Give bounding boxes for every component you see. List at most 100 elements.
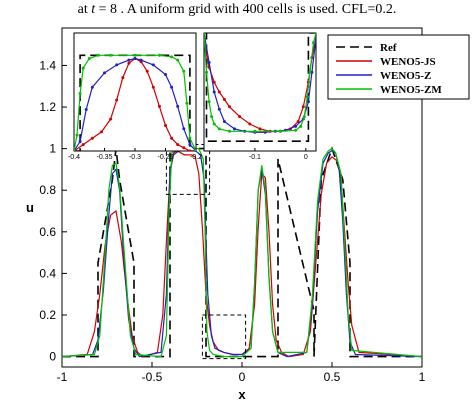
zoom-box-2 (201, 314, 247, 360)
inset-right-point-weno5-zm (253, 129, 257, 133)
inset-left-point-weno5-js (170, 136, 174, 140)
inset-right-line-weno5-zm (204, 33, 316, 132)
main-ytick-label: 0.8 (39, 183, 56, 197)
inset-left-point-weno5-z (133, 57, 137, 60)
inset-left-point-weno5-z (90, 85, 94, 89)
inset-right-point-weno5-js (222, 97, 226, 101)
inset-left-point-weno5-zm (157, 53, 161, 57)
legend-label-ref: Ref (380, 42, 397, 54)
inset-left-point-weno5-zm (109, 53, 113, 57)
inset-left-point-weno5-zm (87, 57, 91, 60)
inset-left-point-weno5-js (164, 124, 167, 127)
inset-left-point-weno5-z (115, 63, 119, 67)
inset-left-point-weno5-z (164, 73, 167, 76)
main-xtick-label: 1 (419, 370, 426, 384)
inset-right-xtick-label: -0.1 (249, 154, 261, 161)
main-xtick-label: -0.5 (142, 370, 163, 384)
main-xtick-label: 0 (239, 370, 246, 384)
main-ytick-label: 1 (49, 142, 56, 156)
main-ytick-label: 0.4 (39, 266, 56, 280)
main-ytick-label: 0 (49, 350, 56, 364)
inset-left-point-weno5-zm (170, 55, 174, 59)
inset-right-point-weno5-zm (217, 127, 221, 131)
inset-right-point-weno5-zm (305, 95, 309, 99)
main-line-weno5-zm (62, 147, 422, 358)
inset-right-point-weno5-zm (212, 122, 216, 126)
inset-right-point-weno5-js (217, 90, 221, 94)
legend-label-weno5-zm: WENO5-ZM (380, 84, 442, 96)
inset-left-point-weno5-zm (74, 149, 76, 151)
inset-left-xtick-label: -0.3 (129, 154, 141, 161)
inset-right-point-weno5-z (207, 61, 211, 64)
inset-left-point-weno5-zm (176, 58, 180, 62)
inset-right-point-weno5-js (301, 105, 305, 109)
inset-right-plot: -0.1 0 (203, 32, 317, 161)
main-ytick-label: 1.4 (39, 58, 56, 72)
inset-left-point-weno5-js (81, 143, 85, 147)
inset-left-point-weno5-js (109, 117, 113, 121)
main-ytick-label: 0.2 (39, 308, 56, 322)
inset-right-point-weno5-zm (207, 100, 211, 104)
inset-left-point-weno5-zm (96, 53, 100, 57)
main-xtick-label: 0.5 (324, 370, 341, 384)
inset-left-series-group (74, 53, 196, 151)
inset-left-point-weno5-js (127, 61, 131, 65)
main-ytick-label: 0.6 (39, 225, 56, 239)
inset-left-xtick-label: -0.4 (68, 154, 80, 161)
inset-right-series-group (204, 33, 316, 142)
inset-left-plot: -0.4 -0.35 -0.3 -0.25 -0.2 (68, 32, 202, 161)
inset-left-point-weno5-zm (81, 66, 85, 70)
legend-label-weno5-js: WENO5-JS (380, 56, 436, 68)
inset-left-point-weno5-js (176, 143, 180, 147)
inset-right-point-weno5-z (217, 107, 221, 111)
inset-left-point-weno5-z (170, 85, 174, 89)
inset-right-point-weno5-zm (228, 129, 231, 133)
inset-left-xtick-label: -0.35 (97, 154, 113, 161)
inset-left-point-weno5-zm (182, 69, 186, 73)
y-axis-label: u (26, 200, 34, 215)
x-axis-label: x (238, 387, 246, 402)
inset-right-point-weno5-js (258, 127, 262, 131)
inset-left-point-weno5-z (84, 108, 88, 111)
inset-left-point-weno5-zm (188, 136, 192, 140)
inset-left-xtick-label: -0.25 (158, 154, 174, 161)
inset-right-point-weno5-js (212, 80, 216, 84)
main-line-weno5-js (62, 150, 422, 358)
inset-left-point-weno5-js (90, 136, 94, 140)
inset-left-xtick-label: -0.2 (190, 154, 202, 161)
inset-right-point-weno5-zm (302, 115, 306, 119)
inset-left-point-weno5-js (151, 85, 155, 89)
inset-left-point-weno5-z (103, 71, 106, 75)
inset-right-line-ref (204, 33, 316, 142)
inset-right-point-weno5-z (233, 127, 236, 131)
inset-left-point-weno5-z (176, 104, 180, 108)
inset-left-point-weno5-js (188, 149, 192, 151)
inset-left-point-weno5-z (78, 139, 82, 143)
inset-left-point-weno5-js (100, 130, 103, 134)
inset-right-point-weno5-zm (210, 115, 214, 119)
inset-right-point-weno5-z (212, 90, 216, 94)
inset-right-point-weno5-zm (314, 33, 316, 35)
inset-left-point-weno5-js (121, 76, 125, 80)
main-xtick-label: -1 (57, 370, 68, 384)
inset-left-point-weno5-z (182, 127, 186, 131)
inset-left-frame (73, 32, 197, 152)
inset-left-point-weno5-js (115, 98, 119, 102)
inset-right-point-weno5-z (306, 100, 310, 104)
inset-right-point-weno5-z (222, 120, 226, 123)
inset-right-xtick-label: 0 (304, 154, 308, 161)
inset-left-point-weno5-zm (185, 101, 189, 105)
inset-right-point-weno5-zm (205, 70, 208, 74)
caption-post: = 8 . A uniform grid with 400 cells is u… (95, 2, 397, 17)
inset-right-point-weno5-js (238, 115, 242, 119)
inset-left-point-weno5-zm (78, 92, 82, 96)
main-line-ref (62, 146, 422, 358)
inset-right-point-weno5-z (294, 124, 298, 128)
main-plot: -1 -0.5 0 0.5 1 0 0.2 0.4 0.6 0.8 1 1.2 1.4 x u (26, 27, 426, 402)
inset-left-point-weno5-zm (194, 149, 196, 151)
inset-left-point-weno5-z (139, 58, 143, 62)
inset-left-line-weno5-z (74, 57, 196, 151)
inset-left-point-weno5-z (151, 63, 155, 67)
main-line-weno5-z (62, 147, 422, 358)
